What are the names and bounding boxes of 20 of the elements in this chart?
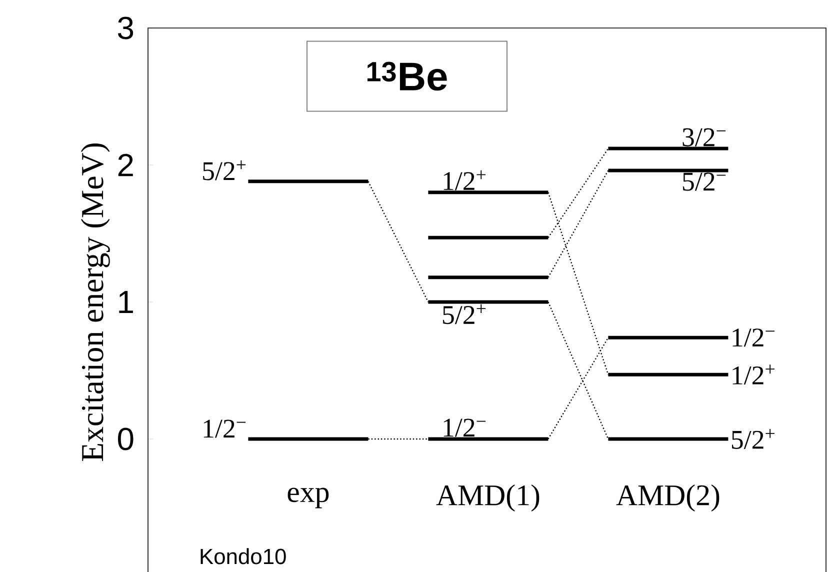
annotation: 3/2$^{−}$ bbox=[682, 128, 726, 146]
annotation: 1/2$^{−}$ bbox=[444, 418, 486, 437]
y-tick-label: 3 bbox=[118, 16, 134, 40]
annotation: 1/2$^{−}$ bbox=[732, 328, 774, 347]
annotation: 5/2$^{+}$ bbox=[443, 304, 486, 324]
annotation: Kondo10 bbox=[200, 548, 286, 564]
y-tick-label: 1 bbox=[119, 291, 133, 313]
y-axis-title: Excitation energy (MeV) bbox=[80, 143, 110, 462]
annotation: 5/2$^{+}$ bbox=[203, 160, 246, 180]
text: $^{13}$Be bbox=[368, 62, 447, 91]
annotation: 1/2$^{+}$ bbox=[732, 364, 774, 385]
x-tick-label: AMD(1) bbox=[436, 484, 540, 512]
annotation: 1/2$^{−}$ bbox=[204, 420, 246, 438]
x-tick-label: exp bbox=[288, 488, 329, 508]
x-tick-label: AMD(2) bbox=[616, 484, 720, 512]
annotation: 5/2$^{+}$ bbox=[732, 429, 774, 449]
y-tick-label: 2 bbox=[118, 154, 133, 176]
annotation: 5/2$^{−}$ bbox=[683, 172, 726, 191]
annotation: 1/2$^{+}$ bbox=[444, 170, 486, 190]
y-tick-label: 0 bbox=[118, 428, 134, 450]
